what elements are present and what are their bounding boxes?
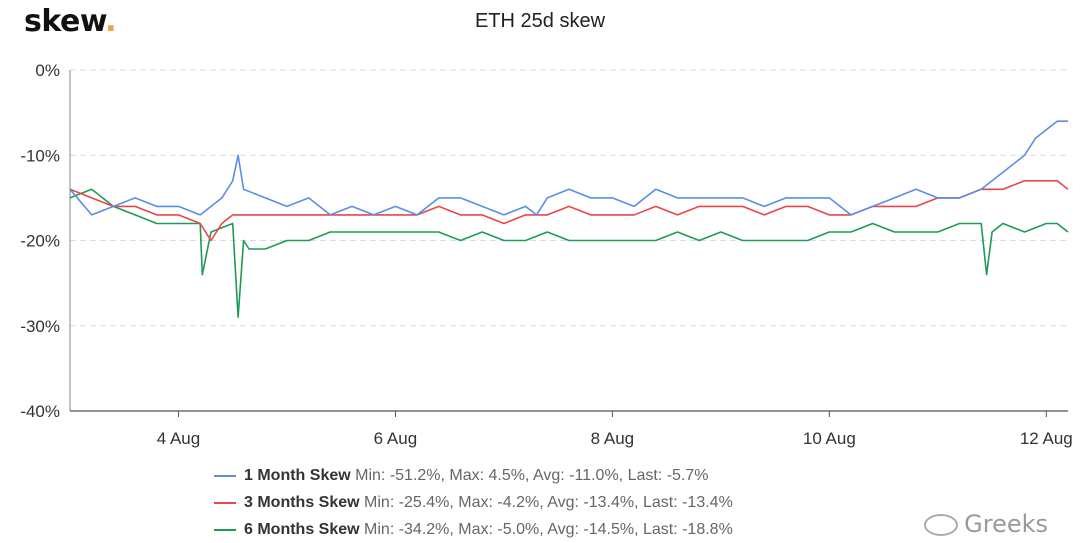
legend-swatch bbox=[214, 474, 236, 477]
y-tick-label: -20% bbox=[20, 232, 60, 251]
chart-title: ETH 25d skew bbox=[474, 10, 606, 32]
legend-item-3-months[interactable]: 3 Months Skew Min: -25.4%, Max: -4.2%, A… bbox=[214, 489, 733, 516]
legend-series-stats: Min: -25.4%, Max: -4.2%, Avg: -13.4%, La… bbox=[364, 494, 733, 511]
x-tick-label: 10 Aug bbox=[803, 429, 856, 448]
legend-series-name: 3 Months Skew bbox=[244, 494, 360, 511]
legend-series-stats: Min: -51.2%, Max: 4.5%, Avg: -11.0%, Las… bbox=[355, 467, 709, 484]
x-tick-label: 6 Aug bbox=[374, 429, 418, 448]
legend-item-6-months[interactable]: 6 Months Skew Min: -34.2%, Max: -5.0%, A… bbox=[214, 516, 733, 543]
series-line-3-months-skew bbox=[69, 180, 1069, 242]
legend-series-name: 6 Months Skew bbox=[244, 521, 360, 538]
series-line-1-month-skew bbox=[69, 120, 1068, 216]
y-tick-label: -40% bbox=[20, 402, 60, 421]
legend-item-1-month[interactable]: 1 Month Skew Min: -51.2%, Max: 4.5%, Avg… bbox=[214, 462, 733, 489]
legend-swatch bbox=[214, 528, 236, 531]
y-tick-label: -10% bbox=[20, 146, 60, 165]
x-tick-label: 4 Aug bbox=[157, 429, 201, 448]
legend-series-stats: Min: -34.2%, Max: -5.0%, Avg: -14.5%, La… bbox=[364, 521, 733, 538]
x-tick-label: 12 Aug bbox=[1020, 429, 1073, 448]
y-tick-label: 0% bbox=[35, 61, 60, 80]
legend-series-name: 1 Month Skew bbox=[244, 467, 351, 484]
chart-plot: 0% -10% -20% -30% -40% 4 Aug 6 Aug 8 Aug 10 Aug 1… bbox=[20, 61, 1073, 448]
watermark: Greeks bbox=[924, 510, 1048, 538]
series-line-6-months-skew bbox=[69, 188, 1069, 319]
chart-legend: 1 Month Skew Min: -51.2%, Max: 4.5%, Avg… bbox=[214, 462, 733, 543]
skew-logo: skew. bbox=[24, 4, 117, 39]
wechat-icon bbox=[924, 514, 959, 536]
x-tick-label: 8 Aug bbox=[591, 429, 635, 448]
y-tick-label: -30% bbox=[20, 317, 60, 336]
legend-swatch bbox=[214, 501, 236, 504]
